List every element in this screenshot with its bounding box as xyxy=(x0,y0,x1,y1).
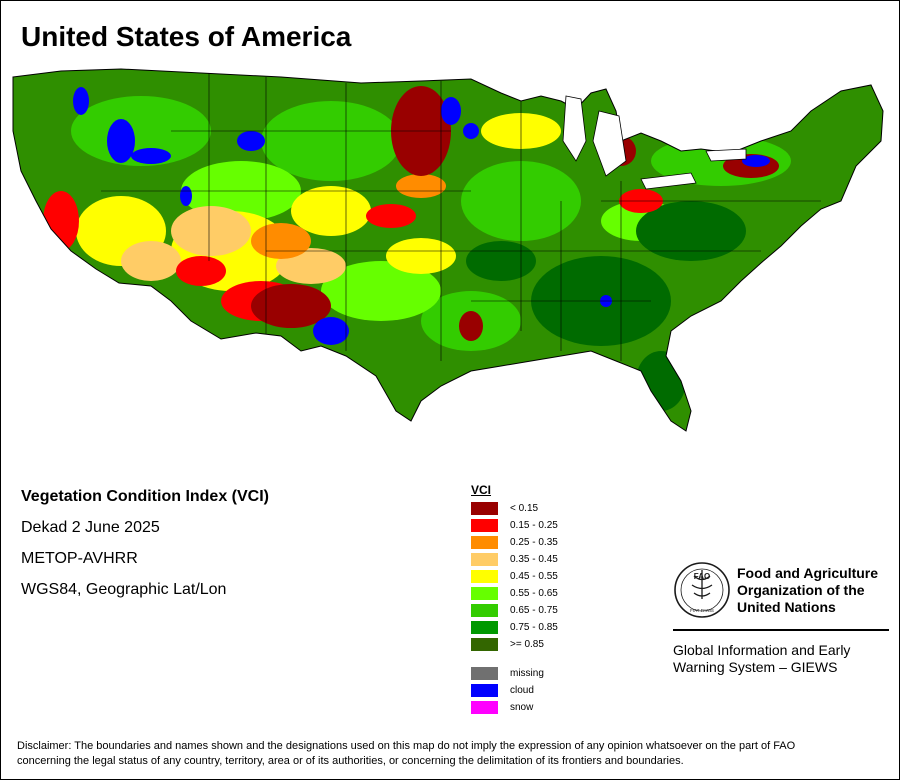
legend-item: >= 0.85 xyxy=(471,636,558,653)
legend-item: 0.25 - 0.35 xyxy=(471,534,558,551)
legend-item: 0.55 - 0.65 xyxy=(471,585,558,602)
vci-map xyxy=(12,68,884,432)
period-text: Dekad 2 June 2025 xyxy=(21,519,160,536)
fao-name-line: Organization of the xyxy=(737,582,865,598)
legend-item: 0.65 - 0.75 xyxy=(471,602,558,619)
legend-swatch xyxy=(471,536,498,549)
fao-logo-row: FAO FIAT PANIS Food and Agriculture Orga… xyxy=(673,561,889,619)
legend-swatch xyxy=(471,570,498,583)
vci-legend: VCI < 0.15 0.15 - 0.25 0.25 - 0.35 0.35 … xyxy=(471,483,558,716)
legend-label: 0.75 - 0.85 xyxy=(510,622,558,633)
layer-title: Vegetation Condition Index (VCI) xyxy=(21,488,269,505)
legend-heading: VCI xyxy=(471,483,492,497)
legend-label: 0.65 - 0.75 xyxy=(510,605,558,616)
legend-label: missing xyxy=(510,668,544,679)
disclaimer-line: Disclaimer: The boundaries and names sho… xyxy=(17,740,796,752)
legend-swatch xyxy=(471,604,498,617)
legend-item: 0.15 - 0.25 xyxy=(471,517,558,534)
legend-label: < 0.15 xyxy=(510,503,539,514)
fao-emblem-icon: FAO FIAT PANIS xyxy=(674,562,730,618)
legend-label: 0.45 - 0.55 xyxy=(510,571,558,582)
map-info: Vegetation Condition Index (VCI) Dekad 2… xyxy=(21,488,269,612)
disclaimer-line: concerning the legal status of any count… xyxy=(17,755,684,767)
legend-swatch xyxy=(471,621,498,634)
legend-spacer xyxy=(471,653,558,665)
legend-label: cloud xyxy=(510,685,534,696)
legend-label: 0.35 - 0.45 xyxy=(510,554,558,565)
legend-label: 0.25 - 0.35 xyxy=(510,537,558,548)
fao-name-line: United Nations xyxy=(737,599,836,615)
page-title: United States of America xyxy=(21,21,352,52)
projection-text: WGS84, Geographic Lat/Lon xyxy=(21,581,227,598)
legend-swatch xyxy=(471,519,498,532)
legend-item: snow xyxy=(471,699,558,716)
fao-name: Food and Agriculture Organization of the… xyxy=(737,565,878,616)
legend-swatch xyxy=(471,701,498,714)
legend-swatch xyxy=(471,667,498,680)
giews-line: Warning System – GIEWS xyxy=(673,659,838,675)
legend-swatch xyxy=(471,502,498,515)
fao-logo-letters: FAO xyxy=(694,572,710,581)
legend-swatch xyxy=(471,587,498,600)
fao-block: FAO FIAT PANIS Food and Agriculture Orga… xyxy=(673,561,889,676)
legend-item: cloud xyxy=(471,682,558,699)
legend-label: 0.15 - 0.25 xyxy=(510,520,558,531)
legend-label: 0.55 - 0.65 xyxy=(510,588,558,599)
legend-item: < 0.15 xyxy=(471,500,558,517)
legend-item: missing xyxy=(471,665,558,682)
disclaimer-text: Disclaimer: The boundaries and names sho… xyxy=(17,739,883,769)
fao-divider xyxy=(673,629,889,631)
legend-swatch xyxy=(471,684,498,697)
legend-item: 0.35 - 0.45 xyxy=(471,551,558,568)
giews-text: Global Information and Early Warning Sys… xyxy=(673,642,889,676)
legend-swatch xyxy=(471,553,498,566)
fao-logo-motto: FIAT PANIS xyxy=(690,608,714,613)
legend-label: snow xyxy=(510,702,534,713)
legend-swatch xyxy=(471,638,498,651)
legend-item: 0.75 - 0.85 xyxy=(471,619,558,636)
giews-line: Global Information and Early xyxy=(673,642,851,658)
fao-name-line: Food and Agriculture xyxy=(737,565,879,581)
legend-label: >= 0.85 xyxy=(510,639,544,650)
sensor-text: METOP-AVHRR xyxy=(21,550,138,567)
legend-item: 0.45 - 0.55 xyxy=(471,568,558,585)
